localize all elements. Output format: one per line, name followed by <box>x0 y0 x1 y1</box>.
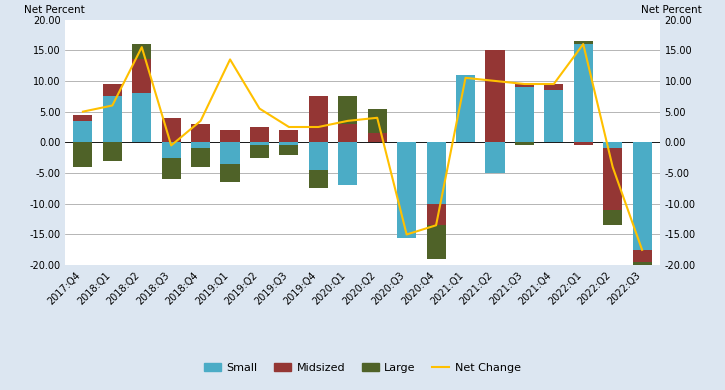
Bar <box>632 250 652 262</box>
Bar <box>544 84 563 90</box>
Bar <box>220 130 240 142</box>
Bar <box>191 149 210 167</box>
Bar <box>485 142 505 173</box>
Bar <box>103 84 122 96</box>
Bar <box>191 142 210 149</box>
Bar <box>73 142 93 167</box>
Bar <box>309 96 328 142</box>
Bar <box>573 44 593 142</box>
Bar <box>162 118 181 142</box>
Bar <box>162 142 181 158</box>
Bar <box>573 142 593 145</box>
Bar <box>250 145 269 158</box>
Bar <box>191 124 210 142</box>
Bar <box>603 210 622 225</box>
Bar <box>339 124 357 142</box>
Bar <box>573 41 593 44</box>
Bar <box>515 142 534 145</box>
Bar <box>132 93 152 142</box>
Bar <box>309 142 328 170</box>
Bar <box>103 96 122 142</box>
Bar <box>339 96 357 124</box>
Bar <box>485 50 505 142</box>
Bar <box>73 115 93 121</box>
Bar <box>397 142 416 238</box>
Bar <box>132 44 152 59</box>
Bar <box>279 142 299 145</box>
Bar <box>103 142 122 161</box>
Bar <box>603 142 622 149</box>
Legend: Small, Midsized, Large, Net Change: Small, Midsized, Large, Net Change <box>200 359 525 378</box>
Bar <box>279 145 299 154</box>
Bar <box>309 170 328 188</box>
Bar <box>162 158 181 179</box>
Bar <box>515 84 534 87</box>
Bar <box>426 142 446 204</box>
Bar <box>250 142 269 145</box>
Bar <box>632 262 652 268</box>
Bar <box>250 127 269 142</box>
Bar <box>220 164 240 182</box>
Bar <box>456 75 475 142</box>
Bar <box>132 59 152 93</box>
Text: Net Percent: Net Percent <box>24 5 84 14</box>
Bar <box>279 130 299 142</box>
Bar <box>426 204 446 225</box>
Bar <box>73 121 93 142</box>
Bar <box>426 225 446 259</box>
Bar <box>515 87 534 142</box>
Bar <box>339 142 357 185</box>
Text: Net Percent: Net Percent <box>641 5 701 14</box>
Bar <box>632 142 652 250</box>
Bar <box>603 149 622 210</box>
Bar <box>544 90 563 142</box>
Bar <box>368 108 386 133</box>
Bar <box>368 133 386 142</box>
Bar <box>220 142 240 164</box>
